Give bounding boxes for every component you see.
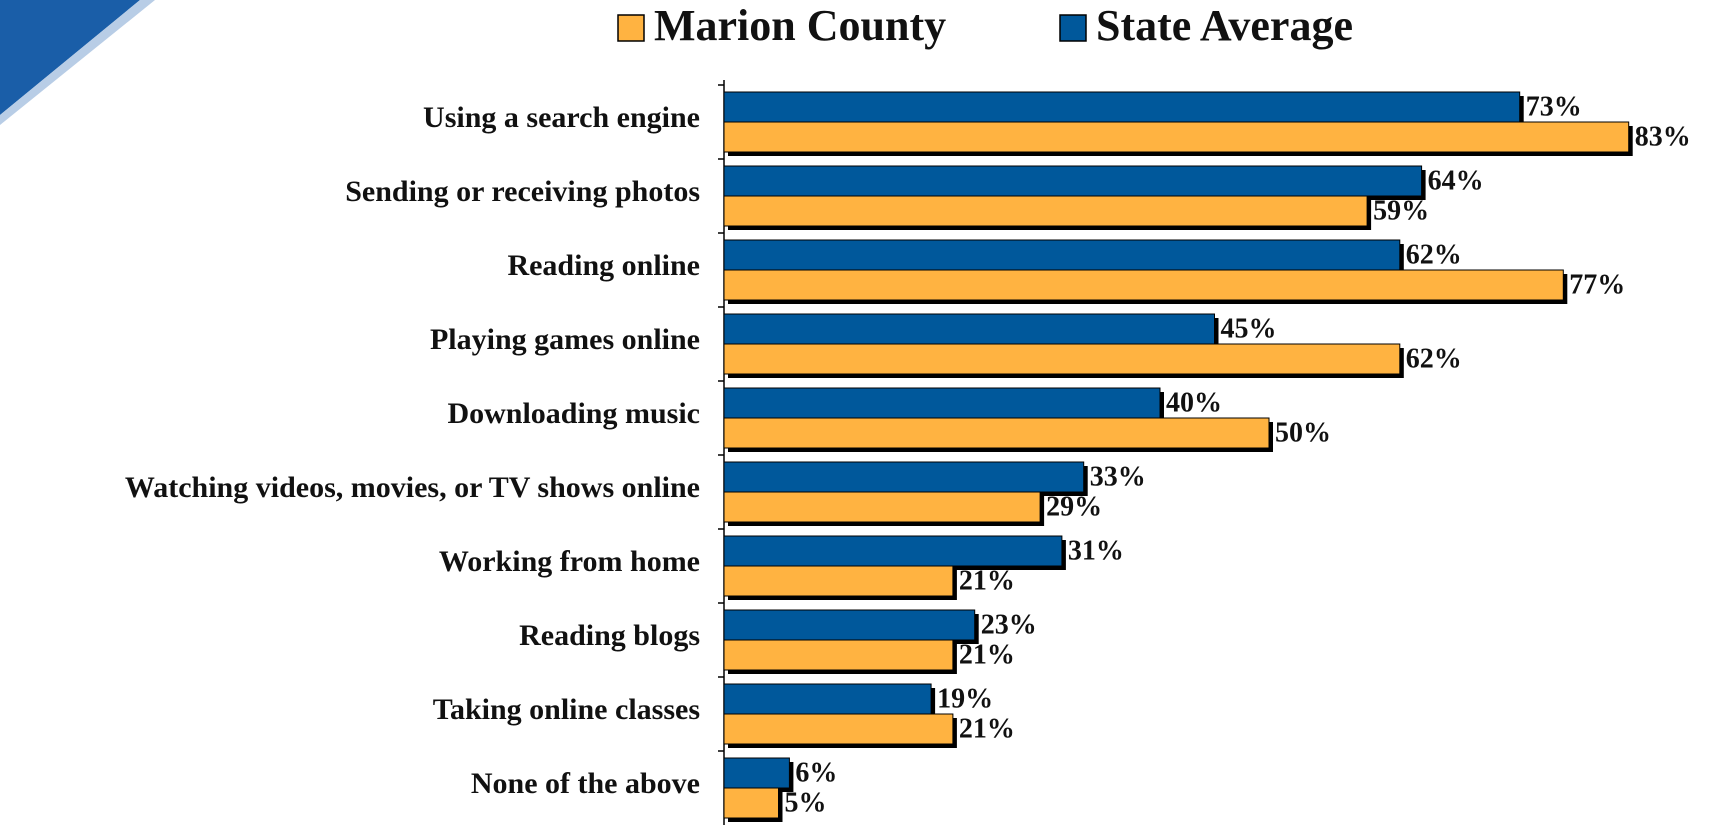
value-label: 21%: [959, 565, 1015, 596]
bar: [723, 269, 1564, 301]
value-label: 50%: [1275, 417, 1331, 448]
value-label: 40%: [1166, 387, 1222, 418]
value-label: 59%: [1373, 195, 1429, 226]
category-label: Sending or receiving photos: [345, 175, 700, 208]
bar: [723, 91, 1521, 123]
value-label: 29%: [1046, 491, 1102, 522]
value-label: 45%: [1221, 313, 1277, 344]
value-label: 64%: [1428, 165, 1484, 196]
category-label: Playing games online: [430, 323, 700, 356]
bar: [723, 565, 954, 597]
category-label: Reading blogs: [519, 619, 700, 652]
bar: [723, 195, 1368, 227]
category-label: Taking online classes: [433, 693, 700, 726]
category-label: Watching videos, movies, or TV shows onl…: [125, 471, 700, 504]
bar: [723, 343, 1401, 375]
category-label: None of the above: [471, 767, 700, 800]
category-label: Using a search engine: [423, 101, 700, 134]
bar: [723, 757, 790, 789]
legend-swatch: [617, 14, 645, 42]
value-label: 33%: [1090, 461, 1146, 492]
value-label: 21%: [959, 713, 1015, 744]
legend-label: State Average: [1096, 1, 1353, 50]
bar: [723, 535, 1063, 567]
bar: [723, 683, 932, 715]
value-label: 23%: [981, 609, 1037, 640]
value-label: 83%: [1635, 121, 1691, 152]
value-label: 62%: [1406, 239, 1462, 270]
value-label: 6%: [795, 757, 837, 788]
bar: [723, 609, 976, 641]
value-label: 19%: [937, 683, 993, 714]
decoration: [0, 0, 155, 125]
bar: [723, 787, 779, 819]
bar: [723, 313, 1215, 345]
value-label: 73%: [1526, 91, 1582, 122]
value-label: 31%: [1068, 535, 1124, 566]
legend-swatch: [1059, 14, 1087, 42]
bar: [723, 491, 1041, 523]
bar: [723, 387, 1161, 419]
legend-label: Marion County: [654, 1, 946, 50]
bar: [723, 713, 954, 745]
bar: [723, 165, 1423, 197]
bar: [723, 121, 1630, 153]
bar: [723, 461, 1085, 493]
category-label: Downloading music: [447, 397, 700, 430]
bar: [723, 239, 1401, 271]
bar: [723, 639, 954, 671]
value-label: 77%: [1569, 269, 1625, 300]
value-label: 21%: [959, 639, 1015, 670]
category-label: Working from home: [439, 545, 700, 578]
category-label: Reading online: [507, 249, 700, 282]
bar: [723, 417, 1270, 449]
value-label: 5%: [785, 787, 827, 818]
value-label: 62%: [1406, 343, 1462, 374]
